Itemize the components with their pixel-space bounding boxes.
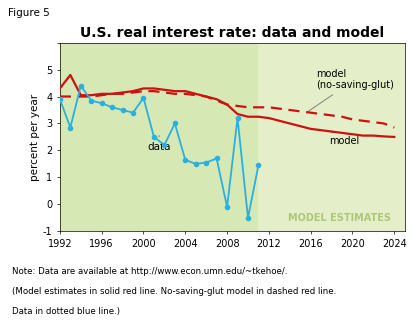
Text: Note: Data are available at http://www.econ.umn.edu/~tkehoe/.: Note: Data are available at http://www.e… xyxy=(12,267,288,276)
Text: Figure 5: Figure 5 xyxy=(8,8,50,18)
Text: model: model xyxy=(330,132,360,146)
Text: data: data xyxy=(147,135,171,153)
Text: Data in dotted blue line.): Data in dotted blue line.) xyxy=(12,307,121,316)
Text: model
(no-saving-glut): model (no-saving-glut) xyxy=(308,69,394,112)
Title: U.S. real interest rate: data and model: U.S. real interest rate: data and model xyxy=(80,26,385,40)
Text: MODEL ESTIMATES: MODEL ESTIMATES xyxy=(288,213,391,223)
Bar xyxy=(60,43,259,231)
Text: (Model estimates in solid red line. No-saving-glut model in dashed red line.: (Model estimates in solid red line. No-s… xyxy=(12,287,337,296)
Bar xyxy=(259,43,405,231)
Y-axis label: percent per year: percent per year xyxy=(30,93,40,180)
